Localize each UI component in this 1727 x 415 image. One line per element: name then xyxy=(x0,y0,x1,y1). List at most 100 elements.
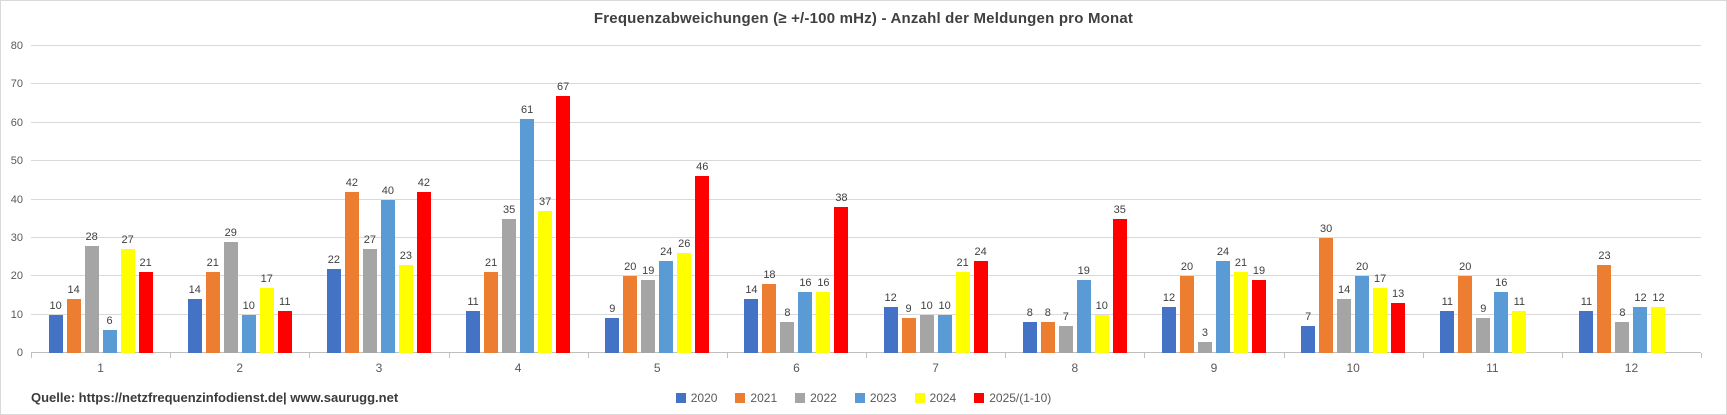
bar-2025110: 35 xyxy=(1112,204,1127,353)
bar-value-label: 9 xyxy=(905,303,912,316)
x-axis-category-label: 4 xyxy=(514,361,522,375)
bar-value-label: 8 xyxy=(784,307,791,320)
bar-value-label: 28 xyxy=(85,230,98,243)
legend-item: 2025/(1-10) xyxy=(974,391,1051,405)
bar-2023: 6 xyxy=(102,315,117,353)
bar-2023: 10 xyxy=(937,300,952,353)
bar-2020: 14 xyxy=(187,284,202,353)
x-axis-tick xyxy=(1005,353,1007,358)
bar-value-label: 19 xyxy=(1077,265,1090,278)
bar-2022: 27 xyxy=(362,234,377,353)
bar-2020: 7 xyxy=(1301,311,1316,353)
bar-value-label: 24 xyxy=(974,245,987,258)
bar-2024: 10 xyxy=(1094,300,1109,353)
bar-value-label: 19 xyxy=(642,265,655,278)
bar-2023: 24 xyxy=(1215,246,1230,353)
bar-2024: 16 xyxy=(816,277,831,353)
bar-value-label: 23 xyxy=(399,249,413,262)
bar-2024: 21 xyxy=(955,257,970,353)
legend-label: 2023 xyxy=(869,391,897,405)
bar-value-label: 14 xyxy=(67,284,80,297)
bar-2021: 18 xyxy=(762,269,777,353)
bar-2020: 14 xyxy=(744,284,759,353)
bar-2025110: 11 xyxy=(277,296,292,353)
bar-2021: 20 xyxy=(623,261,638,353)
bar-2021: 20 xyxy=(1458,261,1473,353)
bar-value-label: 10 xyxy=(920,299,933,312)
bar-2020: 12 xyxy=(883,292,898,353)
y-axis-tick-label: 30 xyxy=(10,231,23,244)
bar-2024: 27 xyxy=(120,234,135,353)
legend-item: 2020 xyxy=(675,391,717,405)
bar-value-label: 7 xyxy=(1062,311,1069,324)
gridline xyxy=(31,236,1701,238)
x-axis-tick xyxy=(1283,353,1285,358)
bar-2025110: 19 xyxy=(1251,265,1266,353)
bar-value-label: 13 xyxy=(1392,288,1405,301)
x-axis-tick xyxy=(1701,353,1702,358)
legend-label: 2022 xyxy=(810,391,837,405)
bar-2023: 12 xyxy=(1633,292,1648,353)
plot-area: 10 14 28 6 27 21 1 14 21 29 10 17 11 2 22 42 27 40 23 42 3 11… xyxy=(31,45,1702,375)
bar-value-label: 17 xyxy=(260,272,273,285)
bar-value-label: 23 xyxy=(1598,249,1611,262)
bar-2022: 28 xyxy=(84,231,99,353)
legend-label: 2024 xyxy=(929,391,957,405)
bar-2021: 8 xyxy=(1040,307,1055,353)
legend-swatch xyxy=(974,393,985,403)
x-axis-tick xyxy=(170,353,172,358)
y-axis-tick-label: 0 xyxy=(16,347,23,359)
legend-item: 2023 xyxy=(854,391,897,405)
bar-2022: 10 xyxy=(919,300,934,353)
bar-2021: 14 xyxy=(66,284,81,353)
month-group: 14 21 29 10 17 11 2 xyxy=(170,46,309,375)
x-axis-tick xyxy=(309,353,311,358)
bar-value-label: 9 xyxy=(1480,303,1487,316)
bar-2024: 26 xyxy=(677,238,692,353)
y-axis-tick-label: 70 xyxy=(10,78,23,91)
bar-value-label: 14 xyxy=(745,284,758,297)
month-group: 10 14 28 6 27 21 1 xyxy=(31,46,170,375)
x-axis-category-label: 3 xyxy=(375,361,383,375)
bar-value-label: 10 xyxy=(49,299,62,312)
bar-2022: 9 xyxy=(1476,303,1491,353)
bar-2023: 40 xyxy=(380,185,395,353)
bar-value-label: 11 xyxy=(1441,295,1454,308)
bar-2020: 22 xyxy=(326,254,341,353)
bar-value-label: 21 xyxy=(139,257,152,270)
bar-2020: 11 xyxy=(1440,296,1455,353)
bar-2023: 20 xyxy=(1355,261,1370,353)
bar-2024: 17 xyxy=(259,273,274,353)
bar-value-label: 14 xyxy=(188,284,201,297)
x-axis-tick xyxy=(726,353,728,358)
bar-2021: 30 xyxy=(1319,223,1334,353)
x-axis-category-label: 6 xyxy=(793,361,800,375)
month-group: 11 20 9 16 11 11 xyxy=(1423,46,1562,375)
bar-value-label: 6 xyxy=(106,314,113,327)
bar-value-label: 35 xyxy=(1113,203,1126,216)
x-axis-line xyxy=(31,352,1701,353)
bar-2021: 42 xyxy=(344,177,359,353)
bar-2022: 14 xyxy=(1337,284,1352,353)
x-axis-category-label: 11 xyxy=(1486,361,1499,375)
x-axis-tick xyxy=(1422,353,1424,358)
bar-2022: 3 xyxy=(1197,327,1212,353)
bar-value-label: 21 xyxy=(484,257,498,270)
bar-value-label: 11 xyxy=(279,295,291,308)
bar-value-label: 26 xyxy=(678,238,691,251)
legend-item: 2021 xyxy=(735,391,777,405)
bar-value-label: 10 xyxy=(938,299,951,312)
bar-value-label: 14 xyxy=(1338,284,1351,297)
bar-value-label: 20 xyxy=(1180,261,1194,274)
legend-label: 2025/(1-10) xyxy=(989,391,1052,405)
bar-value-label: 35 xyxy=(502,203,516,216)
x-axis-category-label: 2 xyxy=(236,361,244,375)
y-axis: 0 10 20 30 40 50 60 70 80 xyxy=(1,40,27,359)
bar-value-label: 27 xyxy=(121,234,134,247)
bar-2020: 9 xyxy=(605,303,620,353)
month-group: 12 9 10 10 21 24 7 xyxy=(866,46,1005,375)
bar-2021: 23 xyxy=(1597,250,1612,353)
bar-2020: 11 xyxy=(466,296,481,353)
bar-value-label: 10 xyxy=(242,299,255,312)
bar-2025110: 24 xyxy=(973,246,988,353)
